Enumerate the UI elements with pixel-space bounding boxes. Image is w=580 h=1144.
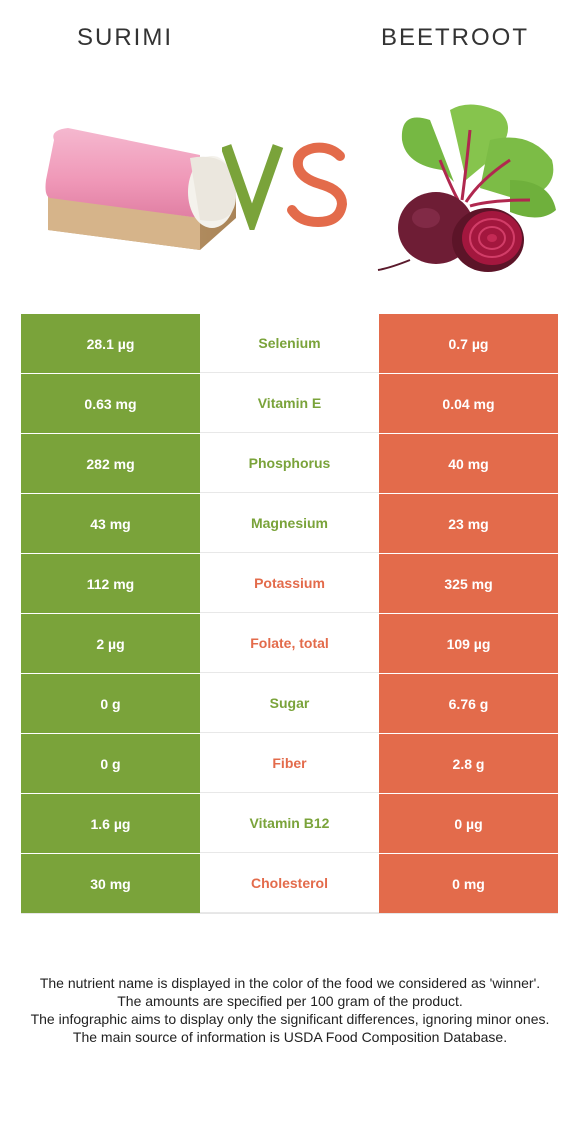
beetroot-value: 23 mg — [379, 494, 558, 553]
surimi-value: 0.63 mg — [21, 374, 200, 433]
beetroot-value: 0 mg — [379, 854, 558, 913]
footnote-line: The main source of information is USDA F… — [72, 1029, 508, 1045]
nutrient-name: Phosphorus — [200, 434, 379, 493]
table-row: 0 g Fiber 2.8 g — [21, 734, 558, 794]
surimi-image — [40, 100, 240, 285]
beetroot-image — [370, 100, 570, 285]
footnote-line: The infographic aims to display only the… — [30, 1011, 550, 1027]
nutrient-name: Folate, total — [200, 614, 379, 673]
table-row: 112 mg Potassium 325 mg — [21, 554, 558, 614]
surimi-value: 112 mg — [21, 554, 200, 613]
beetroot-value: 6.76 g — [379, 674, 558, 733]
beetroot-value: 0.04 mg — [379, 374, 558, 433]
beetroot-value: 40 mg — [379, 434, 558, 493]
nutrient-name: Selenium — [200, 314, 379, 373]
surimi-value: 43 mg — [21, 494, 200, 553]
surimi-value: 30 mg — [21, 854, 200, 913]
vs-logo — [220, 140, 352, 237]
nutrient-name: Fiber — [200, 734, 379, 793]
nutrient-name: Magnesium — [200, 494, 379, 553]
footnote-line: The amounts are specified per 100 gram o… — [117, 993, 463, 1009]
nutrient-name: Vitamin B12 — [200, 794, 379, 853]
table-row: 30 mg Cholesterol 0 mg — [21, 854, 558, 914]
surimi-value: 2 µg — [21, 614, 200, 673]
surimi-value: 0 g — [21, 674, 200, 733]
table-row: 28.1 µg Selenium 0.7 µg — [21, 314, 558, 374]
table-row: 43 mg Magnesium 23 mg — [21, 494, 558, 554]
table-row: 282 mg Phosphorus 40 mg — [21, 434, 558, 494]
nutrient-name: Cholesterol — [200, 854, 379, 913]
nutrient-name: Vitamin E — [200, 374, 379, 433]
footnote-line: The nutrient name is displayed in the co… — [39, 975, 541, 991]
surimi-value: 282 mg — [21, 434, 200, 493]
beetroot-value: 0.7 µg — [379, 314, 558, 373]
table-row: 0.63 mg Vitamin E 0.04 mg — [21, 374, 558, 434]
table-row: 1.6 µg Vitamin B12 0 µg — [21, 794, 558, 854]
surimi-value: 0 g — [21, 734, 200, 793]
nutrient-name: Sugar — [200, 674, 379, 733]
surimi-value: 1.6 µg — [21, 794, 200, 853]
surimi-value: 28.1 µg — [21, 314, 200, 373]
footnote: The nutrient name is displayed in the co… — [20, 974, 560, 1046]
left-food-title: SURIMI — [77, 24, 173, 51]
table-row: 2 µg Folate, total 109 µg — [21, 614, 558, 674]
nutrient-name: Potassium — [200, 554, 379, 613]
beetroot-value: 325 mg — [379, 554, 558, 613]
table-row: 0 g Sugar 6.76 g — [21, 674, 558, 734]
right-food-title: BEETROOT — [380, 24, 529, 51]
beetroot-value: 109 µg — [379, 614, 558, 673]
beetroot-value: 2.8 g — [379, 734, 558, 793]
beetroot-value: 0 µg — [379, 794, 558, 853]
comparison-table: 28.1 µg Selenium 0.7 µg 0.63 mg Vitamin E 0.0… — [21, 314, 558, 914]
